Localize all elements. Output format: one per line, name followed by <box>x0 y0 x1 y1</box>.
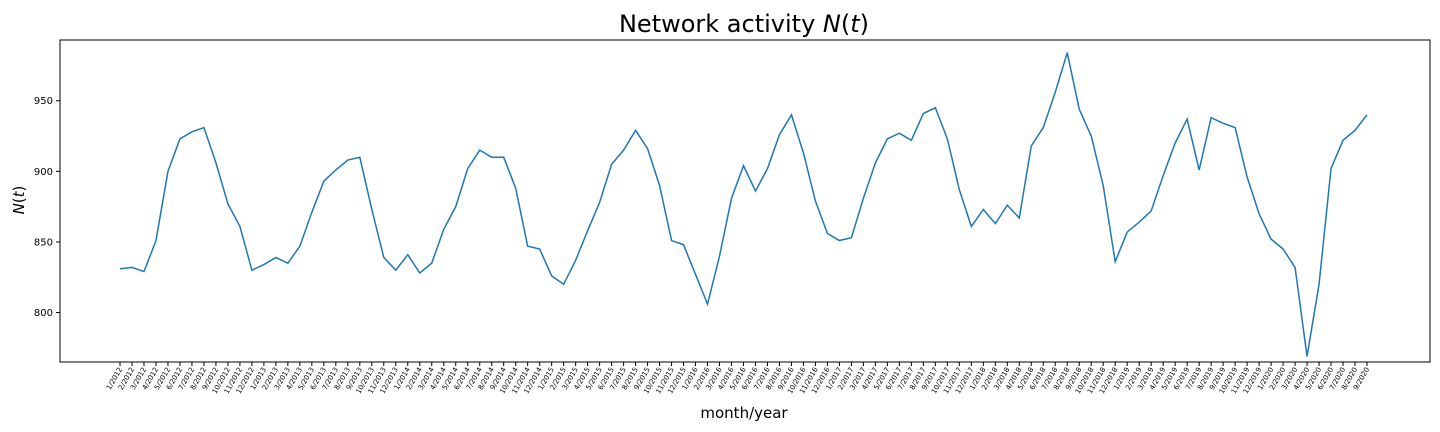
x-axis-label: month/year <box>700 404 788 422</box>
y-tick-label: 900 <box>34 167 53 178</box>
chart-title: Network activity N(t) <box>619 10 869 38</box>
plot-area <box>59 39 1431 363</box>
y-tick-label: 800 <box>34 308 53 319</box>
y-tick-label: 950 <box>34 96 53 107</box>
series-line <box>119 52 1368 357</box>
y-tick-label: 850 <box>34 237 53 248</box>
x-axis: 1/20122/20123/20124/20125/20126/20127/20… <box>105 362 1371 395</box>
y-axis: 800 850 900 950 <box>34 96 60 319</box>
y-axis-label: N(t) <box>10 186 28 215</box>
